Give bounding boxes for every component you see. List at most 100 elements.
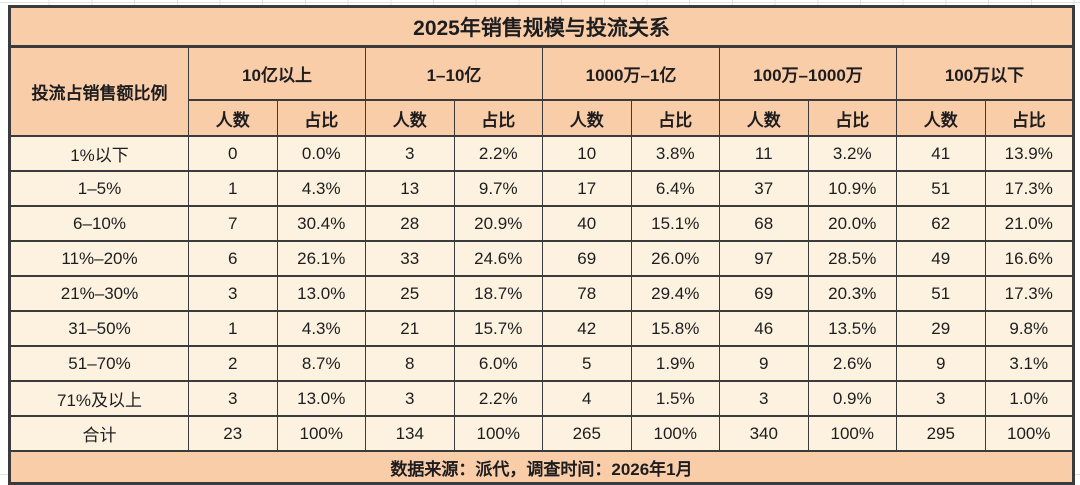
value-cell[interactable]: 1 <box>188 310 278 347</box>
value-cell[interactable]: 8 <box>365 345 455 382</box>
value-cell[interactable]: 100% <box>807 415 897 452</box>
value-cell[interactable]: 42 <box>542 310 632 347</box>
value-cell[interactable]: 6.4% <box>630 170 720 207</box>
row-label-cell[interactable]: 71%及以上 <box>9 380 189 417</box>
value-cell[interactable]: 26.0% <box>630 240 720 277</box>
sub-header-cell[interactable]: 人数 <box>719 99 809 137</box>
value-cell[interactable]: 340 <box>719 415 809 452</box>
value-cell[interactable]: 29 <box>896 310 986 347</box>
value-cell[interactable]: 1.0% <box>984 380 1075 417</box>
value-cell[interactable]: 295 <box>896 415 986 452</box>
sub-header-cell[interactable]: 占比 <box>276 99 366 137</box>
sub-header-cell[interactable]: 人数 <box>188 99 278 137</box>
row-label-cell[interactable]: 合计 <box>9 415 189 452</box>
value-cell[interactable]: 9.7% <box>453 170 543 207</box>
value-cell[interactable]: 5 <box>542 345 632 382</box>
value-cell[interactable]: 51 <box>896 275 986 312</box>
value-cell[interactable]: 78 <box>542 275 632 312</box>
value-cell[interactable]: 100% <box>453 415 543 452</box>
value-cell[interactable]: 11 <box>719 135 809 172</box>
value-cell[interactable]: 29.4% <box>630 275 720 312</box>
value-cell[interactable]: 16.6% <box>984 240 1075 277</box>
value-cell[interactable]: 3 <box>365 135 455 172</box>
value-cell[interactable]: 20.9% <box>453 205 543 242</box>
value-cell[interactable]: 28.5% <box>807 240 897 277</box>
value-cell[interactable]: 100% <box>276 415 366 452</box>
value-cell[interactable]: 2.6% <box>807 345 897 382</box>
value-cell[interactable]: 6 <box>188 240 278 277</box>
value-cell[interactable]: 15.1% <box>630 205 720 242</box>
value-cell[interactable]: 24.6% <box>453 240 543 277</box>
value-cell[interactable]: 23 <box>188 415 278 452</box>
sub-header-cell[interactable]: 人数 <box>365 99 455 137</box>
column-group-header-cell[interactable]: 100万以下 <box>895 45 1075 101</box>
value-cell[interactable]: 13.9% <box>984 135 1075 172</box>
value-cell[interactable]: 100% <box>984 415 1075 452</box>
value-cell[interactable]: 30.4% <box>276 205 366 242</box>
row-label-cell[interactable]: 6–10% <box>9 205 189 242</box>
value-cell[interactable]: 20.0% <box>807 205 897 242</box>
value-cell[interactable]: 37 <box>719 170 809 207</box>
row-label-cell[interactable]: 11%–20% <box>9 240 189 277</box>
value-cell[interactable]: 69 <box>719 275 809 312</box>
value-cell[interactable]: 2 <box>188 345 278 382</box>
row-label-cell[interactable]: 1–5% <box>9 170 189 207</box>
value-cell[interactable]: 15.7% <box>453 310 543 347</box>
sub-header-cell[interactable]: 占比 <box>807 99 897 137</box>
value-cell[interactable]: 41 <box>896 135 986 172</box>
value-cell[interactable]: 0 <box>188 135 278 172</box>
value-cell[interactable]: 62 <box>896 205 986 242</box>
value-cell[interactable]: 6.0% <box>453 345 543 382</box>
source-note-cell[interactable]: 数据来源：派代，调查时间：2026年1月 <box>8 450 1075 485</box>
row-label-cell[interactable]: 51–70% <box>9 345 189 382</box>
table-title-cell[interactable]: 2025年销售规模与投流关系 <box>8 5 1075 48</box>
value-cell[interactable]: 3 <box>365 380 455 417</box>
value-cell[interactable]: 1.9% <box>630 345 720 382</box>
value-cell[interactable]: 15.8% <box>630 310 720 347</box>
value-cell[interactable]: 9 <box>719 345 809 382</box>
value-cell[interactable]: 3.1% <box>984 345 1075 382</box>
value-cell[interactable]: 49 <box>896 240 986 277</box>
value-cell[interactable]: 100% <box>630 415 720 452</box>
value-cell[interactable]: 9 <box>896 345 986 382</box>
value-cell[interactable]: 8.7% <box>276 345 366 382</box>
value-cell[interactable]: 3 <box>188 380 278 417</box>
value-cell[interactable]: 0.0% <box>276 135 366 172</box>
value-cell[interactable]: 21 <box>365 310 455 347</box>
value-cell[interactable]: 134 <box>365 415 455 452</box>
value-cell[interactable]: 13.0% <box>276 275 366 312</box>
value-cell[interactable]: 2.2% <box>453 135 543 172</box>
value-cell[interactable]: 17 <box>542 170 632 207</box>
value-cell[interactable]: 28 <box>365 205 455 242</box>
value-cell[interactable]: 46 <box>719 310 809 347</box>
value-cell[interactable]: 265 <box>542 415 632 452</box>
value-cell[interactable]: 17.3% <box>984 275 1075 312</box>
value-cell[interactable]: 3.8% <box>630 135 720 172</box>
column-group-header-cell[interactable]: 100万–1000万 <box>719 45 897 101</box>
value-cell[interactable]: 3 <box>719 380 809 417</box>
value-cell[interactable]: 4 <box>542 380 632 417</box>
value-cell[interactable]: 3 <box>896 380 986 417</box>
value-cell[interactable]: 40 <box>542 205 632 242</box>
value-cell[interactable]: 20.3% <box>807 275 897 312</box>
value-cell[interactable]: 4.3% <box>276 170 366 207</box>
value-cell[interactable]: 51 <box>896 170 986 207</box>
value-cell[interactable]: 97 <box>719 240 809 277</box>
value-cell[interactable]: 4.3% <box>276 310 366 347</box>
value-cell[interactable]: 25 <box>365 275 455 312</box>
value-cell[interactable]: 26.1% <box>276 240 366 277</box>
value-cell[interactable]: 69 <box>542 240 632 277</box>
value-cell[interactable]: 68 <box>719 205 809 242</box>
value-cell[interactable]: 13.5% <box>807 310 897 347</box>
row-label-cell[interactable]: 1%以下 <box>9 135 189 172</box>
value-cell[interactable]: 10.9% <box>807 170 897 207</box>
value-cell[interactable]: 33 <box>365 240 455 277</box>
value-cell[interactable]: 2.2% <box>453 380 543 417</box>
value-cell[interactable]: 9.8% <box>984 310 1075 347</box>
value-cell[interactable]: 21.0% <box>984 205 1075 242</box>
value-cell[interactable]: 3 <box>188 275 278 312</box>
value-cell[interactable]: 1.5% <box>630 380 720 417</box>
value-cell[interactable]: 3.2% <box>807 135 897 172</box>
value-cell[interactable]: 18.7% <box>453 275 543 312</box>
sub-header-cell[interactable]: 占比 <box>453 99 543 137</box>
